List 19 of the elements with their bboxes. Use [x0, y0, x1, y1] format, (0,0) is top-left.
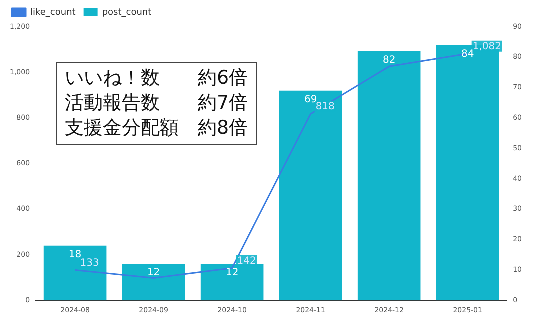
- data-label: 142: [237, 256, 256, 267]
- legend-label: like_count: [30, 8, 76, 18]
- bar: [122, 264, 186, 301]
- annotation: 活動報告数 約7倍: [65, 91, 248, 116]
- data-label: 69: [304, 94, 318, 106]
- data-label: 133: [80, 258, 100, 269]
- annotation: いいね！数 約6倍: [65, 66, 248, 91]
- data-label: 18: [68, 249, 82, 260]
- annotation: 支援金分配額 約8倍: [65, 116, 248, 141]
- data-label: 84: [461, 48, 474, 60]
- bar: [44, 246, 107, 301]
- bar: [279, 90, 342, 301]
- data-label: 82: [382, 54, 396, 66]
- data-label: 12: [226, 268, 239, 279]
- data-label: 818: [316, 102, 335, 113]
- data-label: 12: [147, 268, 160, 279]
- legend-label: post_count: [102, 8, 152, 18]
- bar: [358, 51, 421, 301]
- data-label: 1,082: [472, 42, 502, 52]
